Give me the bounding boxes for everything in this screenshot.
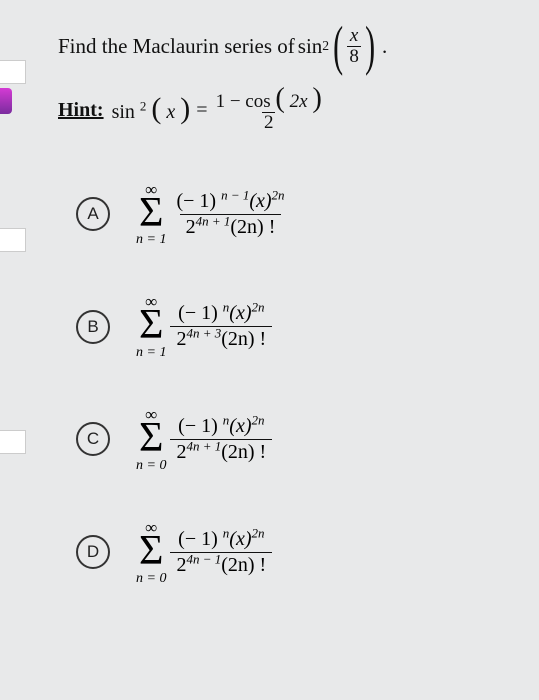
option-c[interactable]: C ∞ Σ n = 0 (− 1) n(x)2n 24n + 1(2n) ! xyxy=(76,406,519,473)
den-exp: 4n + 1 xyxy=(186,438,221,453)
option-fraction: (− 1) n(x)2n 24n + 3(2n) ! xyxy=(170,301,272,352)
frac-num: x xyxy=(348,26,360,46)
x-exp: 2n xyxy=(251,525,264,540)
paren-right-icon: ) xyxy=(180,92,190,125)
func-name: sin xyxy=(298,33,323,60)
sigma-symbol: Σ xyxy=(139,421,163,457)
paren-left-icon: ( xyxy=(333,27,343,65)
frac-num: (− 1) n(x)2n xyxy=(172,301,270,326)
sidebar-notch xyxy=(0,60,26,84)
frac-num: (− 1) n(x)2n xyxy=(172,527,270,552)
fraction: x 8 xyxy=(347,26,361,67)
option-fraction: (− 1) n(x)2n 24n + 1(2n) ! xyxy=(170,414,272,465)
question-math: sin 2 ( x 8 ) xyxy=(298,26,379,67)
content: Find the Maclaurin series of sin 2 ( x 8… xyxy=(58,0,519,700)
frac-num: (− 1) n(x)2n xyxy=(172,414,270,439)
paren-right-icon: ) xyxy=(365,27,375,65)
den-base: 2 xyxy=(176,328,186,350)
option-b[interactable]: B ∞ Σ n = 1 (− 1) n(x)2n 24n + 3(2n) ! xyxy=(76,293,519,360)
question-suffix: . xyxy=(382,33,387,60)
option-fraction: (− 1) n − 1(x)2n 24n + 1(2n) ! xyxy=(170,189,290,240)
sidebar-accent xyxy=(0,88,12,114)
option-badge: B xyxy=(76,310,110,344)
sigma-icon: ∞ Σ n = 0 xyxy=(136,406,166,473)
option-badge: A xyxy=(76,197,110,231)
hint-rhs-frac: 1 − cos ( 2x ) 2 xyxy=(214,89,324,133)
den-tail: (2n) ! xyxy=(230,216,275,238)
term-op: − xyxy=(230,91,241,112)
sigma-bottom: n = 1 xyxy=(136,346,166,360)
frac-den: 8 xyxy=(347,46,361,67)
den-tail: (2n) ! xyxy=(221,441,266,463)
option-fraction: (− 1) n(x)2n 24n − 1(2n) ! xyxy=(170,527,272,578)
sigma-icon: ∞ Σ n = 0 xyxy=(136,519,166,586)
sigma-icon: ∞ Σ n = 1 xyxy=(136,293,166,360)
num-exp: n − 1 xyxy=(221,187,249,202)
left-sidebar xyxy=(0,0,30,700)
x-exp: 2n xyxy=(251,300,264,315)
hint-func-exp: 2 xyxy=(140,98,147,113)
paren-right-icon: ) xyxy=(312,83,322,114)
hint-lhs-arg: x xyxy=(166,101,175,123)
option-a[interactable]: A ∞ Σ n = 1 (− 1) n − 1(x)2n 24n + 1(2n)… xyxy=(76,181,519,248)
paren-left-icon: ( xyxy=(275,83,285,114)
x-term: (x) xyxy=(229,302,251,324)
den-exp: 4n + 1 xyxy=(196,213,231,228)
question-text: Find the Maclaurin series of sin 2 ( x 8… xyxy=(58,26,519,67)
sigma-bottom: n = 0 xyxy=(136,572,166,586)
page: Find the Maclaurin series of sin 2 ( x 8… xyxy=(0,0,539,700)
term-arg: 2x xyxy=(290,91,308,112)
paren-left-icon: ( xyxy=(151,92,161,125)
sigma-symbol: Σ xyxy=(139,308,163,344)
option-badge: C xyxy=(76,422,110,456)
x-term: (x) xyxy=(229,415,251,437)
den-base: 2 xyxy=(186,216,196,238)
frac-den: 24n − 1(2n) ! xyxy=(170,552,272,578)
sigma-symbol: Σ xyxy=(139,534,163,570)
hint-func: sin xyxy=(112,101,135,123)
frac-den: 24n + 1(2n) ! xyxy=(180,214,282,240)
neg-one: (− 1) xyxy=(178,415,223,437)
x-exp: 2n xyxy=(251,412,264,427)
sigma-bottom: n = 1 xyxy=(136,233,166,247)
term-a: 1 xyxy=(216,91,226,112)
question-prefix: Find the Maclaurin series of xyxy=(58,33,295,60)
neg-one: (− 1) xyxy=(178,302,223,324)
x-term: (x) xyxy=(229,528,251,550)
den-tail: (2n) ! xyxy=(221,554,266,576)
den-tail: (2n) ! xyxy=(221,328,266,350)
hint-rhs-num: 1 − cos ( 2x ) xyxy=(214,89,324,112)
sigma-icon: ∞ Σ n = 1 xyxy=(136,181,166,248)
sigma-symbol: Σ xyxy=(139,196,163,232)
hint-row: Hint: sin 2 ( x ) = 1 − cos ( 2x ) 2 xyxy=(58,89,519,133)
frac-den: 24n + 1(2n) ! xyxy=(170,439,272,465)
den-base: 2 xyxy=(176,441,186,463)
sigma-bottom: n = 0 xyxy=(136,459,166,473)
option-d[interactable]: D ∞ Σ n = 0 (− 1) n(x)2n 24n − 1(2n) ! xyxy=(76,519,519,586)
den-base: 2 xyxy=(176,554,186,576)
big-paren-frac: ( x 8 ) xyxy=(329,26,379,67)
equals: = xyxy=(196,99,207,122)
frac-den: 24n + 3(2n) ! xyxy=(170,326,272,352)
frac-num: (− 1) n − 1(x)2n xyxy=(170,189,290,214)
hint-lhs: sin 2 ( x ) xyxy=(112,98,191,124)
option-badge: D xyxy=(76,535,110,569)
x-exp: 2n xyxy=(272,187,285,202)
den-exp: 4n + 3 xyxy=(186,326,221,341)
sidebar-notch xyxy=(0,228,26,252)
x-term: (x) xyxy=(249,190,271,212)
neg-one: (− 1) xyxy=(178,528,223,550)
hint-rhs-den: 2 xyxy=(262,112,276,133)
neg-one: (− 1) xyxy=(176,190,221,212)
hint-label: Hint: xyxy=(58,99,104,122)
den-exp: 4n − 1 xyxy=(186,551,221,566)
sidebar-notch xyxy=(0,430,26,454)
term-b: cos xyxy=(245,91,270,112)
